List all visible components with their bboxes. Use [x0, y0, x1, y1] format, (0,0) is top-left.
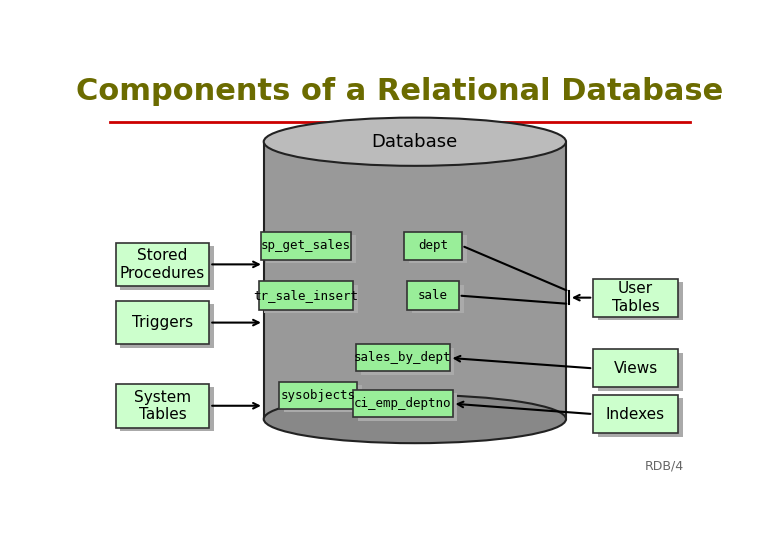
Text: dept: dept: [418, 239, 448, 252]
Bar: [598, 353, 682, 391]
Text: RDB/4: RDB/4: [645, 460, 684, 472]
FancyBboxPatch shape: [593, 279, 678, 317]
Bar: [358, 394, 458, 421]
FancyBboxPatch shape: [356, 345, 449, 372]
Text: ci_emp_deptno: ci_emp_deptno: [354, 397, 452, 410]
Bar: [266, 235, 356, 263]
Bar: [264, 285, 358, 313]
Bar: [284, 385, 362, 412]
Text: Database: Database: [372, 133, 458, 151]
FancyBboxPatch shape: [353, 390, 452, 417]
FancyBboxPatch shape: [407, 281, 459, 310]
Text: User
Tables: User Tables: [612, 281, 659, 314]
FancyBboxPatch shape: [279, 382, 357, 409]
Bar: [598, 399, 682, 436]
Text: sale: sale: [418, 289, 448, 302]
Ellipse shape: [264, 395, 566, 443]
FancyBboxPatch shape: [115, 384, 209, 428]
Text: sysobjects: sysobjects: [281, 389, 356, 402]
Bar: [120, 387, 215, 431]
Bar: [264, 141, 566, 419]
FancyBboxPatch shape: [115, 242, 209, 286]
Text: Triggers: Triggers: [132, 315, 193, 330]
Bar: [120, 246, 215, 289]
Bar: [120, 304, 215, 348]
Bar: [598, 282, 682, 320]
FancyBboxPatch shape: [593, 349, 678, 388]
Text: sales_by_dept: sales_by_dept: [354, 352, 452, 365]
Text: tr_sale_insert: tr_sale_insert: [254, 289, 359, 302]
Text: Stored
Procedures: Stored Procedures: [120, 248, 205, 281]
FancyBboxPatch shape: [404, 232, 462, 260]
Ellipse shape: [264, 118, 566, 166]
Bar: [410, 235, 466, 263]
Text: Components of a Relational Database: Components of a Relational Database: [76, 77, 723, 106]
Text: Indexes: Indexes: [606, 407, 665, 422]
Text: sp_get_sales: sp_get_sales: [261, 239, 351, 252]
Bar: [361, 348, 455, 375]
FancyBboxPatch shape: [115, 301, 209, 345]
Text: System
Tables: System Tables: [134, 389, 191, 422]
FancyBboxPatch shape: [259, 281, 353, 310]
Text: Views: Views: [613, 361, 658, 376]
FancyBboxPatch shape: [593, 395, 678, 433]
FancyBboxPatch shape: [261, 232, 351, 260]
Bar: [412, 285, 463, 313]
